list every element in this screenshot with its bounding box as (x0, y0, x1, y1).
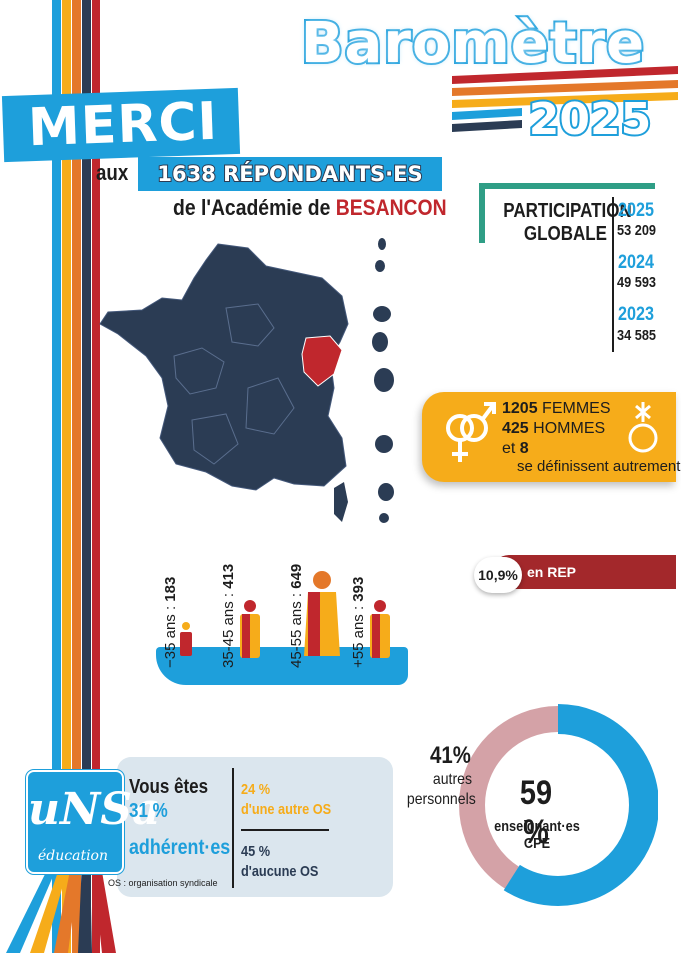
age-label: −35 ans : 183 (162, 576, 179, 668)
vertical-stripes (52, 0, 100, 953)
age-label: 35-45 ans : 413 (220, 563, 237, 668)
os-divider (241, 829, 329, 831)
france-map (99, 238, 394, 523)
page-title: Baromètre (299, 11, 646, 76)
donut-ens-arc (458, 704, 658, 906)
unsa-box (117, 757, 393, 897)
adherents-pct: 31 % (129, 800, 168, 822)
age-label: 45-55 ans : 649 (288, 563, 305, 668)
academie-name: BESANCON (335, 195, 447, 220)
age-base (156, 647, 408, 685)
age-label: +55 ans : 393 (350, 576, 367, 668)
rep-label: en REP (527, 564, 577, 580)
neutral-gender-icon (628, 402, 658, 453)
os-note: OS : organisation syndicale (108, 878, 218, 888)
participation-value: 53 209 (617, 222, 657, 239)
participation-label: PARTICIPATION GLOBALE (503, 200, 632, 245)
autres-pct: 41% (430, 742, 471, 769)
unsa-logo-text: uNSa (28, 784, 161, 835)
fan-stripes (6, 860, 116, 953)
participation-value: 49 593 (617, 274, 657, 291)
page-year: 2025 (527, 94, 653, 146)
aucune-os: 45 % d'aucune OS (241, 843, 319, 880)
unsa-logo-sub: éducation (38, 848, 108, 864)
academie-line: de l'Académie de BESANCON (173, 195, 447, 221)
academie-prefix: de l'Académie de (173, 195, 331, 220)
person-icon (304, 571, 340, 656)
person-icon (240, 600, 260, 658)
participation-frame-top (479, 183, 655, 189)
ens-label: enseignant·es CPE (494, 818, 580, 852)
unsa-logo (26, 770, 124, 874)
gender-symbols-icon (446, 402, 496, 462)
person-icon (180, 622, 192, 656)
autres-label: autres personnels (406, 771, 476, 808)
adherents-label: adhérent·es (129, 836, 231, 859)
person-icon (370, 600, 390, 658)
participation-year: 2024 (618, 252, 654, 273)
os-divider (232, 768, 234, 888)
femmes-line: 1205 FEMMES (502, 400, 611, 417)
participation-frame-left (479, 183, 485, 243)
merci-text: MERCI (27, 91, 219, 159)
rep-bar (492, 555, 676, 589)
autre-line: et 8 (502, 440, 529, 457)
aux-text: aux (96, 160, 129, 185)
respondents-text: 1638 RÉPONDANTS·ES (156, 161, 423, 187)
participation-year: 2025 (618, 200, 654, 221)
ens-pct: 59 % (519, 774, 553, 851)
participation-value: 34 585 (617, 327, 657, 344)
staff-donut (458, 704, 658, 906)
vous-etes: Vous êtes (129, 776, 209, 798)
hommes-line: 425 HOMMES (502, 420, 606, 437)
autre-label: se définissent autrement (517, 458, 681, 475)
participation-divider (612, 197, 614, 352)
age-figures (180, 571, 390, 658)
title-stripes (452, 66, 678, 132)
participation-year: 2023 (618, 304, 654, 325)
respondents-banner (138, 157, 442, 191)
rep-value: 10,9% (474, 557, 522, 593)
autre-os: 24 % d'une autre OS (241, 781, 332, 818)
